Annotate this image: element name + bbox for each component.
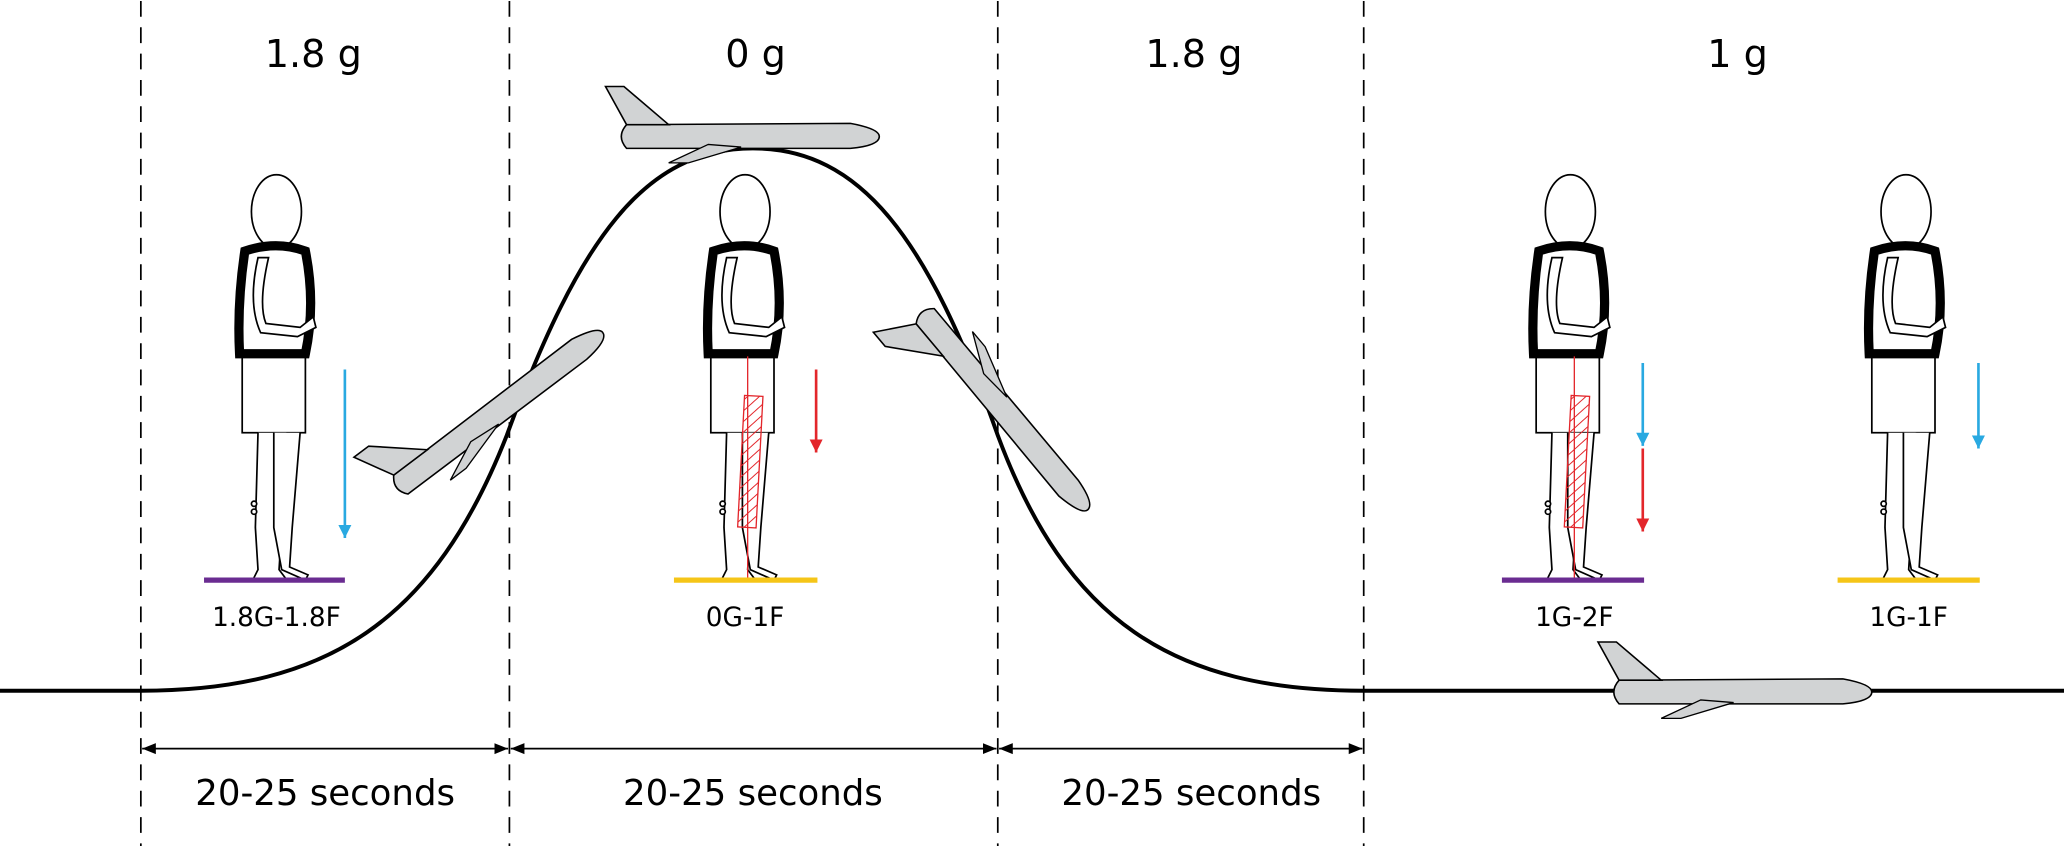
phase-label: 1.8 g: [265, 33, 362, 77]
person: [239, 175, 316, 580]
phase-label: 1 g: [1707, 33, 1768, 77]
subject-3: [1501, 175, 1650, 580]
duration-label: 20-25 seconds: [1061, 773, 1321, 814]
condition-label: 1G-1F: [1869, 603, 1948, 633]
loading-spring: [736, 394, 764, 529]
person: [1869, 175, 1946, 580]
airplane: [1597, 641, 1873, 720]
subject-1: [204, 175, 352, 580]
airplane: [604, 85, 881, 164]
airplane: [872, 282, 1109, 543]
duration-label: 20-25 seconds: [195, 773, 455, 814]
condition-label: 0G-1F: [706, 603, 785, 633]
condition-label: 1.8G-1.8F: [212, 603, 341, 633]
subject-2: [673, 175, 823, 580]
phase-label: 1.8 g: [1145, 33, 1242, 77]
subject-4: [1837, 175, 1986, 580]
duration-label: 20-25 seconds: [623, 773, 883, 814]
condition-label: 1G-2F: [1535, 603, 1614, 633]
phase-label: 0 g: [725, 33, 786, 77]
loading-spring: [1563, 394, 1591, 529]
